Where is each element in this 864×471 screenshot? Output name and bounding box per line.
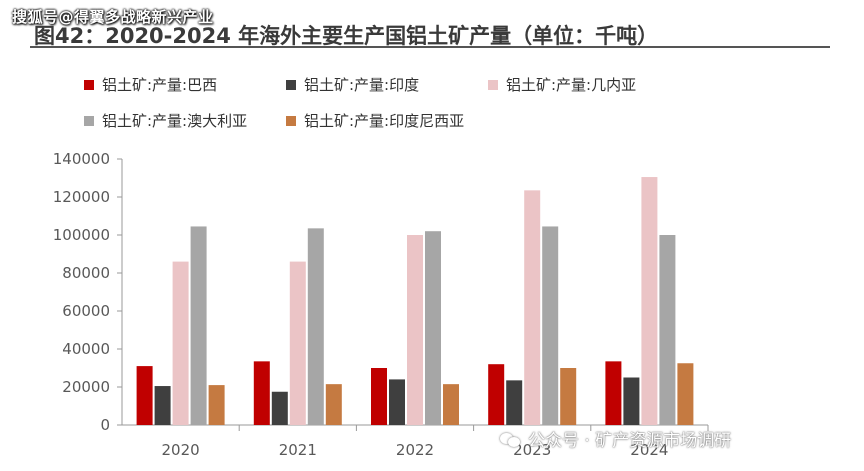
bar-india-2024 xyxy=(623,377,640,425)
chart-bars xyxy=(136,177,694,425)
bar-brazil-2023 xyxy=(488,364,505,425)
wechat-icon xyxy=(500,431,522,447)
watermark-top: 搜狐号@得翼多战略新兴产业 xyxy=(12,8,214,26)
y-tick-label: 80000 xyxy=(62,264,110,282)
bar-indonesia-2022 xyxy=(443,384,459,425)
y-tick-label: 140000 xyxy=(53,150,110,168)
bar-brazil-2022 xyxy=(371,368,387,425)
bar-india-2023 xyxy=(506,380,523,425)
legend-label-brazil: 铝土矿:产量:巴西 xyxy=(102,76,218,94)
legend-item-brazil: 铝土矿:产量:巴西 xyxy=(84,74,217,95)
legend-label-guinea: 铝土矿:产量:几内亚 xyxy=(506,76,637,94)
bar-indonesia-2024 xyxy=(677,363,694,425)
legend-swatch-brazil xyxy=(84,79,94,90)
bar-indonesia-2020 xyxy=(208,385,225,425)
bar-guinea-2024 xyxy=(641,177,658,425)
legend-swatch-india xyxy=(286,79,296,90)
x-tick-label: 2022 xyxy=(396,441,434,459)
bar-guinea-2022 xyxy=(407,235,423,425)
bar-guinea-2020 xyxy=(172,261,189,425)
y-tick-label: 0 xyxy=(100,416,110,434)
x-tick-label: 2023 xyxy=(513,441,551,459)
bar-india-2020 xyxy=(154,386,171,425)
bar-australia-2020 xyxy=(190,226,207,425)
watermark-bottom-text: 公众号 · 矿产资源市场调研 xyxy=(528,431,732,451)
legend-swatch-guinea xyxy=(488,79,498,90)
legend-item-guinea: 铝土矿:产量:几内亚 xyxy=(488,74,636,95)
legend-item-australia: 铝土矿:产量:澳大利亚 xyxy=(84,110,247,131)
bar-indonesia-2023 xyxy=(560,368,577,425)
bar-brazil-2021 xyxy=(253,361,270,425)
legend-label-india: 铝土矿:产量:印度 xyxy=(304,76,420,94)
bar-india-2021 xyxy=(271,391,288,425)
title-divider xyxy=(30,46,830,48)
legend-item-india: 铝土矿:产量:印度 xyxy=(286,74,419,95)
legend-swatch-indonesia xyxy=(286,115,296,126)
bar-australia-2023 xyxy=(542,226,559,425)
y-tick-label: 40000 xyxy=(62,340,110,358)
x-tick-label: 2024 xyxy=(630,441,668,459)
bar-indonesia-2021 xyxy=(325,384,342,425)
bar-guinea-2023 xyxy=(524,190,541,425)
watermark-bottom: 公众号 · 矿产资源市场调研 xyxy=(500,426,731,451)
chart-axes: 0 20000 40000 60000 80000 100000 120000 140000 2… xyxy=(53,150,709,459)
legend-item-indonesia: 铝土矿:产量:印度尼西亚 xyxy=(286,110,464,131)
bar-brazil-2024 xyxy=(605,361,622,425)
bar-brazil-2020 xyxy=(136,366,153,425)
bar-australia-2022 xyxy=(425,231,441,425)
y-tick-label: 60000 xyxy=(62,302,110,320)
x-tick-label: 2020 xyxy=(162,441,200,459)
bar-guinea-2021 xyxy=(289,261,306,425)
bar-india-2022 xyxy=(389,379,405,425)
chart-title: 图42：2020-2024 年海外主要生产国铝土矿产量（单位：千吨） xyxy=(34,24,659,48)
x-tick-label: 2021 xyxy=(279,441,317,459)
legend-swatch-australia xyxy=(84,115,94,126)
y-tick-label: 20000 xyxy=(62,378,110,396)
bar-australia-2024 xyxy=(659,235,676,425)
bar-australia-2021 xyxy=(307,228,324,425)
legend-label-indonesia: 铝土矿:产量:印度尼西亚 xyxy=(304,112,465,130)
y-tick-label: 120000 xyxy=(53,188,110,206)
legend-label-australia: 铝土矿:产量:澳大利亚 xyxy=(102,112,248,130)
y-tick-label: 100000 xyxy=(53,226,110,244)
